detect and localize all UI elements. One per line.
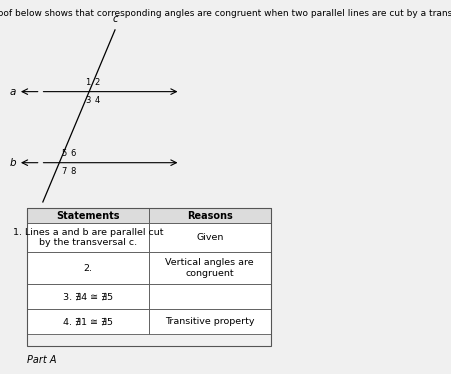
Bar: [149, 309, 271, 334]
Text: b: b: [9, 158, 16, 168]
Text: Statements: Statements: [56, 211, 120, 221]
Text: c: c: [113, 14, 118, 24]
Text: Transitive property: Transitive property: [165, 317, 254, 326]
Text: The proof below shows that corresponding angles are congruent when two parallel : The proof below shows that corresponding…: [0, 9, 451, 18]
Bar: [149, 208, 271, 224]
Text: 3. ∄4 ≅ ∄5: 3. ∄4 ≅ ∄5: [63, 292, 113, 301]
Bar: [27, 224, 149, 252]
Text: 7: 7: [61, 167, 66, 176]
Text: 2: 2: [95, 78, 100, 87]
Text: 4: 4: [95, 96, 100, 105]
Text: Given: Given: [196, 233, 223, 242]
Text: 8: 8: [71, 167, 76, 176]
Text: Vertical angles are
congruent: Vertical angles are congruent: [166, 258, 254, 278]
Bar: [27, 208, 149, 224]
Bar: [27, 284, 149, 309]
Text: 5: 5: [61, 149, 66, 158]
Bar: [27, 208, 271, 346]
Text: 1. Lines a and b are parallel cut
by the transversal c.: 1. Lines a and b are parallel cut by the…: [13, 228, 163, 247]
Text: Part A: Part A: [27, 355, 56, 365]
Bar: [27, 309, 149, 334]
Text: 2.: 2.: [83, 264, 92, 273]
Text: a: a: [9, 87, 16, 96]
Text: Reasons: Reasons: [187, 211, 233, 221]
Text: 1: 1: [85, 78, 90, 87]
Text: 3: 3: [85, 96, 90, 105]
Bar: [149, 284, 271, 309]
Bar: [27, 252, 149, 284]
Text: 6: 6: [71, 149, 76, 158]
Bar: [149, 224, 271, 252]
Bar: [149, 252, 271, 284]
Text: 4. ∄1 ≅ ∄5: 4. ∄1 ≅ ∄5: [63, 317, 113, 326]
